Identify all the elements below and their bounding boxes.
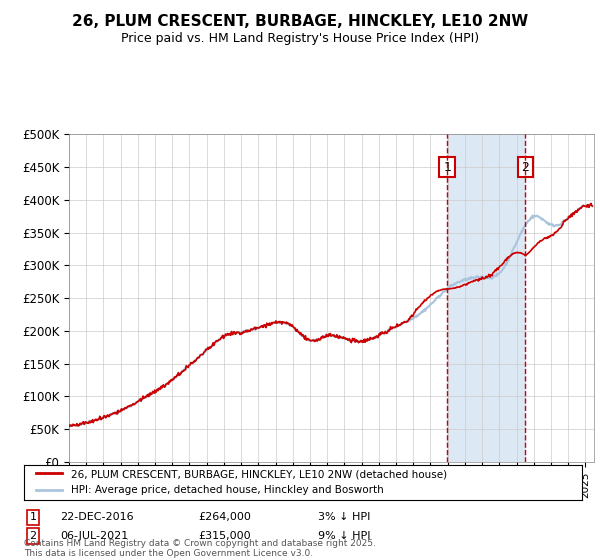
Text: Price paid vs. HM Land Registry's House Price Index (HPI): Price paid vs. HM Land Registry's House … [121,32,479,45]
Bar [447,134,526,462]
Text: 22-DEC-2016: 22-DEC-2016 [60,512,134,522]
Text: 3% ↓ HPI: 3% ↓ HPI [318,512,370,522]
Text: £264,000: £264,000 [198,512,251,522]
Text: 2: 2 [29,531,37,541]
Text: 9% ↓ HPI: 9% ↓ HPI [318,531,371,541]
Text: 1: 1 [443,161,451,174]
Text: 26, PLUM CRESCENT, BURBAGE, HINCKLEY, LE10 2NW: 26, PLUM CRESCENT, BURBAGE, HINCKLEY, LE… [72,14,528,29]
Text: 1: 1 [29,512,37,522]
Text: £315,000: £315,000 [198,531,251,541]
Text: 06-JUL-2021: 06-JUL-2021 [60,531,128,541]
Legend: 26, PLUM CRESCENT, BURBAGE, HINCKLEY, LE10 2NW (detached house), HPI: Average pr: 26, PLUM CRESCENT, BURBAGE, HINCKLEY, LE… [32,465,451,500]
Text: Contains HM Land Registry data © Crown copyright and database right 2025.
This d: Contains HM Land Registry data © Crown c… [24,539,376,558]
Text: 2: 2 [521,161,529,174]
